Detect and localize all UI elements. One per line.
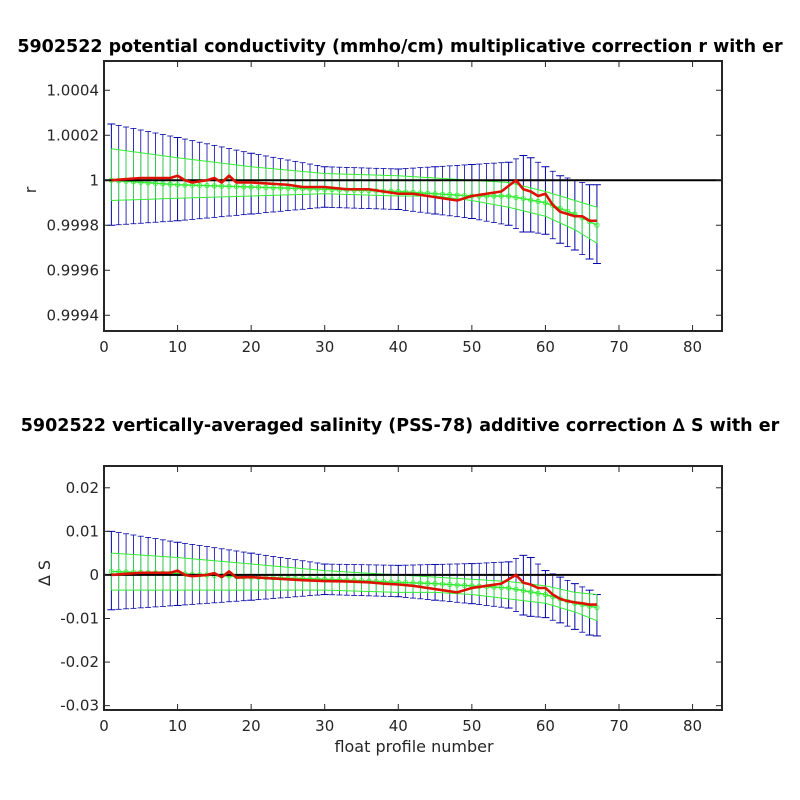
x-tick-label: 10: [168, 338, 187, 356]
x-tick-label: 0: [99, 338, 109, 356]
fit-marker: [528, 197, 534, 203]
fit-marker: [506, 585, 512, 591]
fit-marker: [160, 181, 166, 187]
y-tick-label: 0.9994: [47, 306, 100, 324]
fit-band-upper: [111, 148, 598, 208]
fit-marker: [439, 191, 446, 197]
chart-conductivity-correction: 5902522 potential conductivity (mmho/cm)…: [17, 37, 783, 356]
fit-marker: [506, 193, 512, 199]
plot-area: 0 10 20 30 40 50 60 70 80 0.9994 0.9996 0.9998 1 1.00…: [47, 60, 723, 356]
fit-marker: [270, 185, 276, 191]
x-tick-label: 50: [462, 717, 481, 735]
axes-frame: [103, 60, 723, 332]
fit-marker: [219, 183, 225, 189]
fit-marker: [248, 184, 254, 190]
fit-marker: [167, 181, 173, 187]
fit-marker: [542, 591, 549, 598]
y-tick-label: -0.03: [60, 697, 99, 715]
fit-marker: [263, 184, 269, 191]
x-tick-label: 40: [389, 717, 408, 735]
x-tick-label: 10: [168, 717, 187, 735]
fit-marker: [498, 584, 504, 591]
fit-marker: [425, 580, 431, 586]
correction-line: [111, 569, 597, 606]
x-tick-label: 0: [99, 717, 109, 735]
fit-marker: [211, 183, 217, 189]
x-tick-label: 80: [683, 338, 702, 356]
fit-marker: [528, 589, 534, 595]
chart-title: 5902522 vertically-averaged salinity (PS…: [21, 416, 780, 436]
fit-marker: [226, 183, 232, 189]
fit-marker: [447, 581, 453, 588]
fit-marker: [447, 192, 453, 198]
x-tick-label: 60: [536, 338, 555, 356]
fit-marker: [417, 580, 423, 586]
chart-salinity-correction: 5902522 vertically-averaged salinity (PS…: [21, 416, 780, 756]
y-tick-label: 1: [89, 171, 99, 189]
correction-line: [111, 174, 597, 223]
fit-marker: [513, 194, 519, 200]
fit-marker: [233, 183, 240, 190]
x-tick-label: 70: [609, 717, 628, 735]
y-tick-label: 0.9998: [47, 216, 100, 234]
x-axis-label: float profile number: [334, 737, 494, 756]
fit-marker: [520, 588, 526, 594]
fit-marker: [432, 581, 438, 587]
y-tick-label: 1.0002: [47, 126, 100, 144]
y-axis-label: r: [21, 186, 40, 193]
y-tick-label: 0.9996: [47, 261, 100, 279]
plot-area: 0 10 20 30 40 50 60 70 80 -0.03 -0.02 -0.01 0 0.01 0.0…: [60, 465, 723, 735]
y-tick-label: 0.01: [66, 522, 99, 540]
fit-marker: [594, 222, 600, 228]
y-tick-label: 0.02: [66, 479, 99, 497]
x-tick-label: 60: [536, 717, 555, 735]
fit-band-upper: [111, 552, 597, 596]
x-tick-label: 20: [242, 717, 261, 735]
fit-marker: [439, 581, 446, 587]
fit-marker: [498, 193, 504, 199]
fit-band-lower: [111, 589, 598, 622]
fit-marker: [241, 184, 247, 190]
fit-marker: [277, 185, 284, 191]
fit-marker: [454, 192, 460, 198]
axes-frame: [103, 465, 723, 711]
x-tick-label: 30: [315, 717, 334, 735]
y-tick-label: -0.02: [60, 653, 99, 671]
fit-marker: [454, 582, 460, 588]
chart-title: 5902522 potential conductivity (mmho/cm)…: [17, 37, 783, 57]
y-tick-label: 1.0004: [47, 81, 100, 99]
x-tick-label: 40: [389, 338, 408, 356]
fit-marker: [197, 182, 203, 189]
fit-marker: [542, 200, 549, 206]
fit-marker: [535, 590, 541, 596]
x-tick-label: 50: [462, 338, 481, 356]
x-tick-label: 70: [609, 338, 628, 356]
fit-marker: [513, 586, 519, 592]
fit-marker: [226, 573, 232, 579]
fit-marker: [182, 182, 188, 188]
y-axis-label: ∆ S: [35, 560, 54, 587]
fit-marker: [255, 184, 262, 190]
fit-marker: [174, 182, 181, 188]
x-tick-label: 80: [683, 717, 702, 735]
fit-marker: [520, 196, 526, 202]
x-tick-label: 20: [242, 338, 261, 356]
fit-marker: [535, 198, 541, 204]
y-tick-label: 0: [89, 566, 99, 584]
y-tick-label: -0.01: [60, 610, 99, 628]
x-tick-label: 30: [315, 338, 334, 356]
fit-marker: [461, 582, 468, 588]
fit-marker: [204, 183, 210, 189]
